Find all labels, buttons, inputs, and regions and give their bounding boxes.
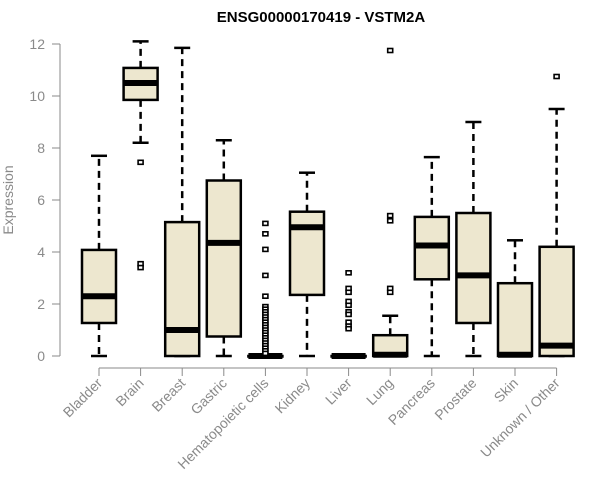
outlier-point xyxy=(553,73,560,80)
outlier-point xyxy=(345,289,352,296)
y-tick-label: 6 xyxy=(37,192,45,208)
y-tick-label: 2 xyxy=(37,296,45,312)
outlier-point xyxy=(386,218,394,224)
box-brain xyxy=(122,40,159,271)
outlier-point xyxy=(386,212,394,219)
box-body xyxy=(455,211,492,325)
outlier-point xyxy=(262,231,269,237)
box-liver xyxy=(330,269,367,359)
outlier-point xyxy=(386,47,394,54)
x-tick-label: Kidney xyxy=(272,375,314,417)
y-tick-label: 8 xyxy=(37,140,45,156)
box-skin xyxy=(496,239,534,358)
x-tick-label: Prostate xyxy=(431,375,479,423)
outlier-point xyxy=(137,159,144,166)
outlier-point xyxy=(262,272,269,279)
outlier-point xyxy=(137,264,144,271)
outlier-point xyxy=(386,289,394,296)
box-hematopoietic-cells xyxy=(247,220,284,359)
y-axis: 0 2 4 6 8 10 12 xyxy=(29,36,61,364)
outlier-point xyxy=(345,269,352,276)
box-gastric xyxy=(205,138,243,358)
x-tick-label: Lung xyxy=(363,375,396,408)
x-tick-label: Unknown / Other xyxy=(477,375,563,461)
box-body xyxy=(538,245,575,358)
outlier-point xyxy=(345,325,352,332)
box-unknown-other xyxy=(538,73,575,358)
box-pancreas xyxy=(413,155,451,358)
y-tick-label: 0 xyxy=(37,348,45,364)
y-tick-label: 12 xyxy=(29,36,45,52)
box-lung xyxy=(371,47,409,358)
x-tick-label: Bladder xyxy=(60,375,106,421)
y-tick-label: 10 xyxy=(29,88,45,104)
y-tick-label: 4 xyxy=(37,244,45,260)
box-body xyxy=(288,210,326,297)
outlier-point xyxy=(262,350,269,357)
y-axis-label: Expression xyxy=(0,165,16,234)
x-tick-label: Brain xyxy=(112,375,146,409)
x-tick-label: Skin xyxy=(491,375,522,406)
outlier-point xyxy=(345,311,352,318)
box-breast xyxy=(163,46,201,358)
chart-title: ENSG00000170419 - VSTM2A xyxy=(217,9,426,26)
box-body xyxy=(80,248,118,325)
outlier-point xyxy=(262,246,269,253)
box-kidney xyxy=(288,171,326,358)
outlier-point xyxy=(262,293,269,300)
box-body xyxy=(496,281,534,358)
x-tick-label: Liver xyxy=(322,375,355,408)
box-prostate xyxy=(455,120,492,358)
box-body xyxy=(205,179,243,338)
x-tick-label: Breast xyxy=(148,375,188,415)
outlier-point xyxy=(262,220,269,227)
outlier-point xyxy=(345,302,352,309)
box-bladder xyxy=(80,154,118,358)
boxes-layer xyxy=(80,40,575,359)
box-body xyxy=(163,220,201,358)
